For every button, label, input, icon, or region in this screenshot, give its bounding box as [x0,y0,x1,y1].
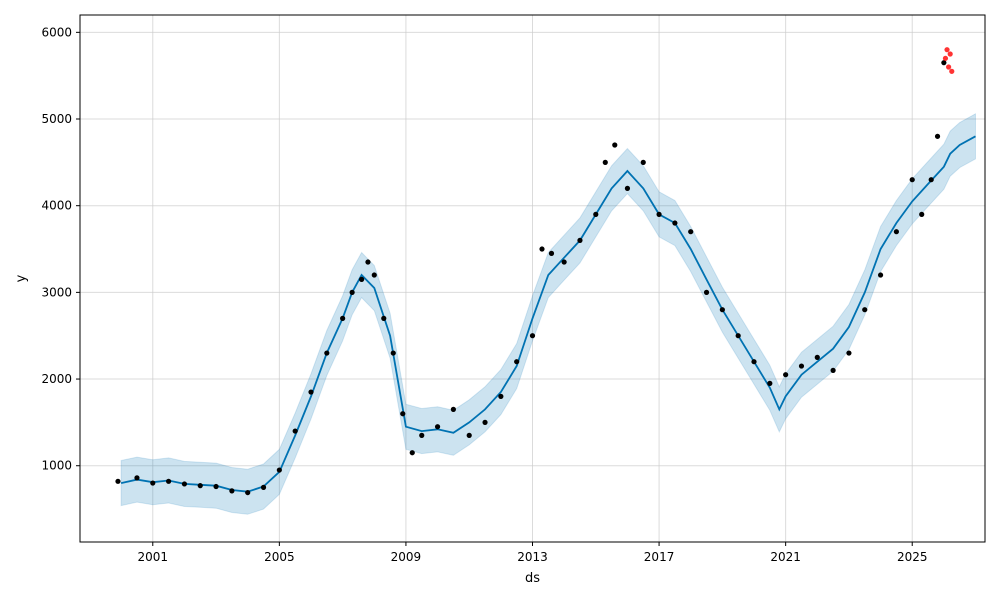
observed-point-2 [150,480,156,486]
observed-point-33 [561,259,567,265]
observed-point-9 [260,484,267,490]
uncertainty-band [120,112,976,515]
x-tick-label-2: 2009 [391,550,422,564]
observed-point-60 [941,60,947,66]
observed-point-22 [409,450,415,456]
observed-point-19 [381,315,387,321]
observed-point-39 [640,159,646,165]
recent-point-2 [946,64,952,70]
observed-point-28 [498,393,504,399]
observed-point-32 [548,250,555,256]
observed-point-50 [814,354,820,360]
observed-point-8 [245,489,251,496]
observed-point-58 [928,177,934,183]
observed-point-56 [909,177,915,183]
observed-point-52 [846,350,852,356]
x-tick-label-6: 2025 [897,550,928,564]
observed-point-25 [450,406,456,412]
observed-point-11 [292,428,298,434]
observed-point-30 [529,333,536,339]
y-tick-label-5: 6000 [41,25,72,39]
observed-point-1 [134,475,140,481]
observed-point-47 [767,380,773,386]
recent-points-layer [942,47,955,74]
observed-point-26 [466,432,472,438]
x-tick-label-0: 2001 [138,550,169,564]
observed-point-10 [276,467,282,473]
observed-point-53 [862,307,868,313]
observed-point-35 [593,211,599,217]
observed-point-57 [919,211,925,217]
x-tick-label-1: 2005 [264,550,295,564]
y-axis-label: y [14,274,29,282]
observed-point-7 [229,488,235,494]
observed-point-14 [340,315,346,321]
observed-point-6 [213,483,219,490]
observed-point-3 [166,478,172,484]
observed-point-20 [390,350,396,356]
observed-point-18 [371,272,377,278]
observed-point-37 [612,142,618,148]
observed-point-41 [672,220,678,226]
observed-point-15 [349,289,355,295]
observed-point-13 [324,350,330,356]
observed-point-45 [735,333,741,339]
observed-point-5 [197,483,203,489]
observed-point-21 [400,411,406,417]
observed-point-36 [602,159,608,165]
observed-point-43 [703,289,710,295]
recent-point-4 [949,68,955,74]
observed-point-48 [783,372,789,378]
observed-point-55 [893,229,899,235]
observed-point-38 [624,185,631,191]
grid [80,15,985,542]
observed-point-44 [719,307,725,313]
observed-point-51 [830,367,836,373]
forecast-line [120,135,976,493]
x-tick-label-3: 2013 [517,550,548,564]
y-tick-label-3: 4000 [41,199,72,213]
recent-point-1 [944,47,950,53]
y-tick-label-4: 5000 [41,112,72,126]
observed-point-17 [365,259,371,265]
observed-point-31 [539,246,545,252]
y-tick-label-1: 2000 [41,372,72,386]
y-axis-ticks: 1000 2000 3000 4000 5000 6000 [41,25,80,473]
x-tick-label-5: 2021 [770,550,801,564]
observed-points-layer [115,60,947,496]
forecast-line-layer [120,135,976,493]
x-axis-label: ds [525,571,540,586]
observed-point-23 [419,432,425,438]
x-axis-ticks: 2001 2005 2009 2013 2017 2021 2025 [138,542,928,564]
recent-point-0 [942,55,949,61]
observed-point-49 [798,363,805,369]
observed-point-24 [434,424,441,430]
recent-point-3 [947,51,953,57]
observed-point-59 [934,133,941,139]
observed-point-46 [751,359,757,365]
y-tick-label-2: 3000 [41,285,72,299]
observed-point-54 [877,272,884,278]
uncertainty-band-layer [120,112,976,515]
observed-point-29 [514,359,520,365]
observed-point-34 [577,237,583,243]
observed-point-42 [688,229,694,235]
observed-point-0 [115,478,121,484]
observed-point-27 [482,419,488,425]
observed-point-40 [656,211,662,217]
observed-point-16 [359,276,365,282]
y-tick-label-0: 1000 [41,459,72,473]
x-tick-label-4: 2017 [644,550,675,564]
observed-point-4 [181,481,188,487]
observed-point-12 [308,389,314,395]
